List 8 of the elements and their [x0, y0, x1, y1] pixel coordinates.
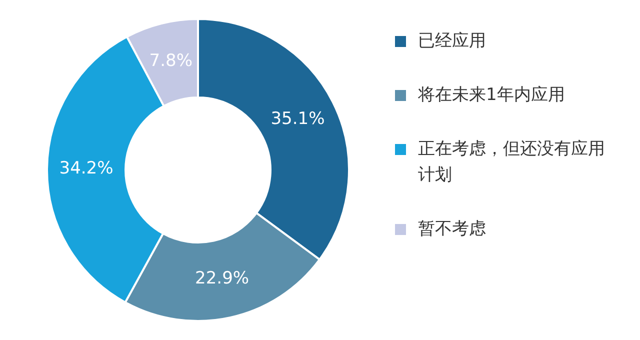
- legend-label: 暂不考虑: [418, 218, 486, 241]
- data-label: 35.1%: [270, 109, 325, 130]
- data-label: 22.9%: [195, 268, 250, 289]
- legend-label: 将在未来1年内应用: [418, 84, 565, 107]
- data-label: 34.2%: [59, 158, 114, 179]
- legend-label: 已经应用: [418, 30, 486, 53]
- data-label: 7.8%: [149, 51, 192, 72]
- legend-label: 正在考虑，但还没有应用计划: [418, 138, 605, 187]
